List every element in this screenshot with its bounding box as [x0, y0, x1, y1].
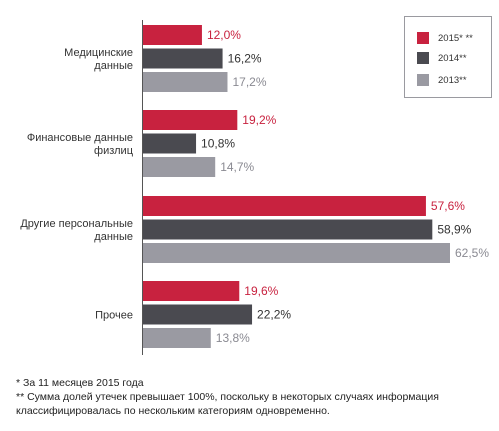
legend-label-2015: 2015* **	[438, 32, 473, 44]
bar-other-2014	[143, 304, 253, 325]
value-label-financial-2015: 19,2%	[242, 113, 276, 127]
legend-label-2013: 2013**	[438, 74, 467, 86]
legend-label-2014: 2014**	[438, 52, 467, 64]
footnote-2: ** Сумма долей утечек превышает 100%, по…	[16, 391, 439, 417]
value-label-medical-2014: 16,2%	[228, 52, 262, 66]
value-label-other-2013: 13,8%	[216, 331, 250, 345]
category-label-other-personal: Другие персональные данные	[20, 218, 133, 243]
legend-item-2014: 2014**	[417, 51, 467, 65]
legend-item-2013: 2013**	[417, 73, 467, 87]
bar-medical-2014	[143, 48, 223, 69]
bar-other-2013	[143, 328, 211, 348]
legend-swatch-2014	[417, 52, 429, 64]
value-label-other-personal-2014: 58,9%	[437, 223, 471, 237]
bar-medical-2013	[143, 72, 228, 92]
bar-financial-2015	[143, 110, 238, 130]
footnote-1: * За 11 месяцев 2015 года	[16, 377, 144, 389]
value-label-other-personal-2015: 57,6%	[431, 199, 465, 213]
category-label-medical: Медицинские данные	[64, 47, 133, 72]
value-label-medical-2013: 17,2%	[232, 75, 266, 89]
bar-financial-2014	[143, 133, 197, 154]
legend-swatch-2013	[417, 74, 429, 86]
value-label-other-2015: 19,6%	[244, 284, 278, 298]
category-label-financial: Финансовые данные физлиц	[27, 132, 134, 157]
bar-chart: 12,0% 16,2% 17,2% 19,2% 10,8% 14,7% 57,6% 58,9%…	[20, 20, 489, 355]
value-label-other-2014: 22,2%	[257, 308, 291, 322]
category-label-other: Прочее	[95, 310, 133, 322]
value-label-financial-2014: 10,8%	[201, 137, 235, 151]
category-labels-group: Медицинские данные Финансовые данные физлиц…	[20, 47, 133, 322]
bars-group: 12,0% 16,2% 17,2% 19,2% 10,8% 14,7% 57,6% 58,9%…	[143, 25, 489, 348]
bar-other-2015	[143, 281, 240, 301]
legend-swatch-2015	[417, 32, 429, 44]
footnotes: * За 11 месяцев 2015 года ** Сумма долей…	[16, 376, 496, 418]
bar-other-personal-2014	[143, 219, 433, 240]
legend: 2015* ** 2014** 2013**	[404, 16, 492, 98]
bar-financial-2013	[143, 157, 216, 177]
bar-medical-2015	[143, 25, 202, 45]
legend-item-2015: 2015* **	[417, 31, 473, 45]
value-label-other-personal-2013: 62,5%	[455, 246, 489, 260]
bar-other-personal-2015	[143, 196, 426, 216]
value-label-medical-2015: 12,0%	[207, 28, 241, 42]
value-label-financial-2013: 14,7%	[220, 160, 254, 174]
bar-other-personal-2013	[143, 243, 450, 263]
